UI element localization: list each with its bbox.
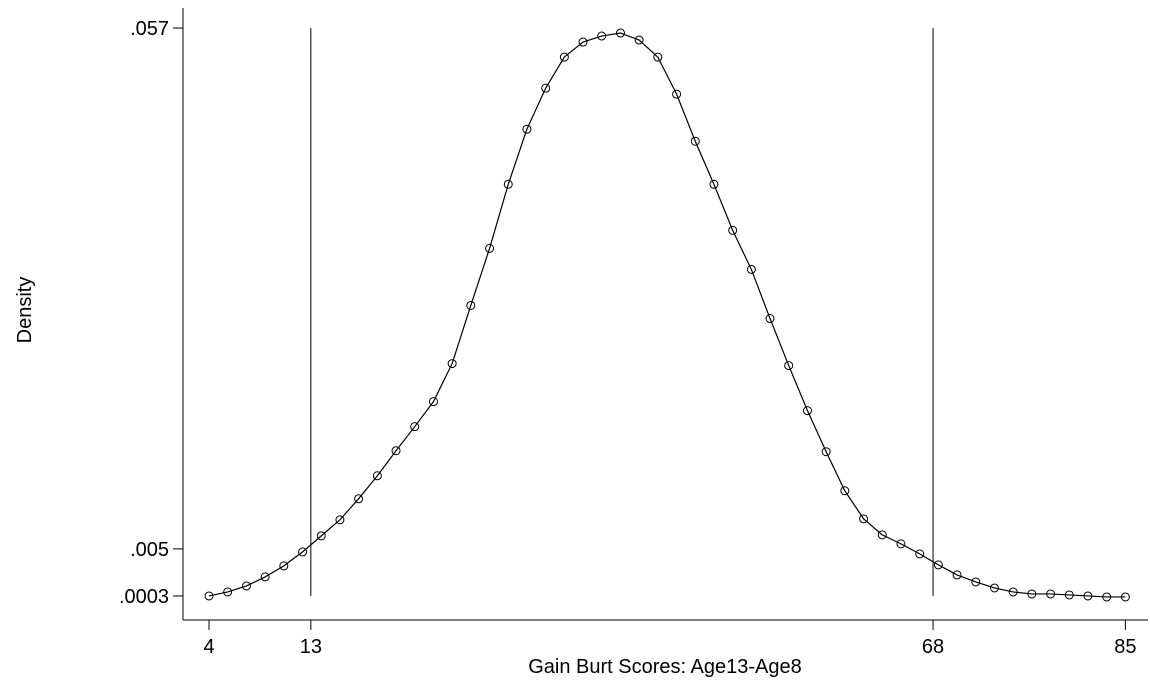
point [765,314,775,324]
point [615,28,625,38]
point [709,179,719,189]
point [391,446,401,456]
point [1064,590,1074,600]
y-tick-label: .057 [130,18,169,40]
point [1046,589,1056,599]
point [746,264,756,274]
point [1120,592,1130,602]
point [653,52,663,62]
point [1102,592,1112,602]
point [260,572,270,582]
point [223,587,233,597]
point [578,37,588,47]
point [952,570,962,580]
point [485,243,495,253]
point [597,31,607,41]
y-tick-label: .005 [130,539,169,561]
x-axis-label: Gain Burt Scores: Age13-Age8 [528,656,802,678]
point [372,471,382,481]
y-axis-label: Density [14,277,36,344]
point [802,406,812,416]
point [466,300,476,310]
point [877,530,887,540]
point [335,515,345,525]
point [316,531,326,541]
y-tick-label: .0003 [119,586,169,608]
point [204,591,214,601]
x-tick-label: 68 [922,636,944,658]
point [915,549,925,559]
point [896,539,906,549]
x-tick-label: 13 [300,636,322,658]
point [690,136,700,146]
point [541,83,551,93]
point [241,581,251,591]
point [933,560,943,570]
point [840,486,850,496]
point [410,422,420,432]
x-tick-label: 4 [203,636,214,658]
point [522,124,532,134]
x-tick-label: 85 [1114,636,1136,658]
point [821,447,831,457]
point [859,514,869,524]
point [1027,589,1037,599]
point [279,561,289,571]
point [672,89,682,99]
point [634,35,644,45]
point [989,583,999,593]
point [503,179,513,189]
point [971,577,981,587]
point [428,397,438,407]
point [298,547,308,557]
point [447,359,457,369]
point [1008,587,1018,597]
point [1083,591,1093,601]
point [784,361,794,371]
point [354,494,364,504]
point [728,225,738,235]
point [559,52,569,62]
density-line [208,32,1126,598]
